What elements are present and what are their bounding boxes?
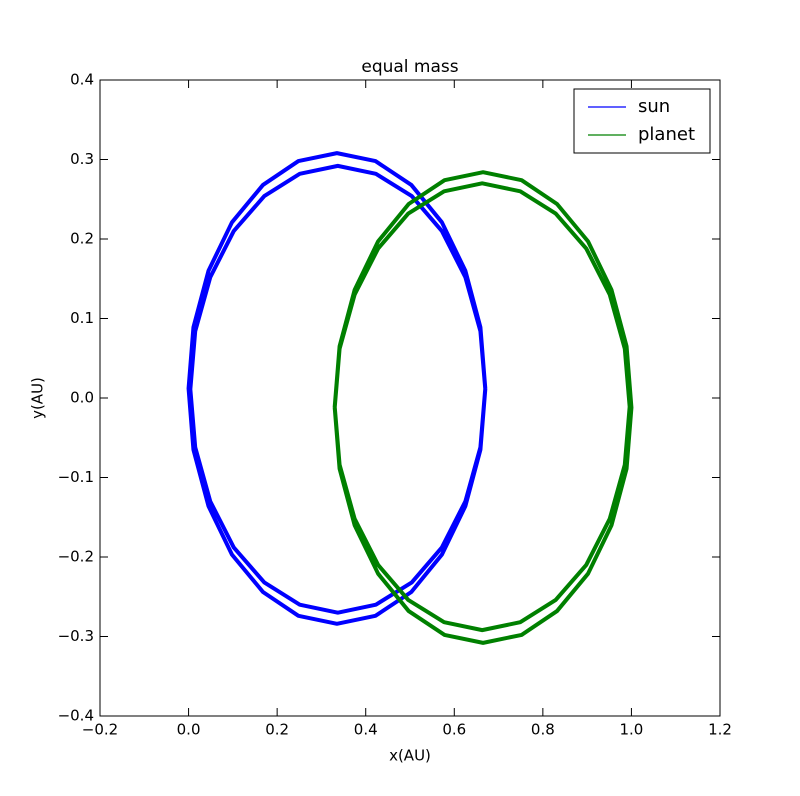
- x-tick-label: 0.4: [354, 721, 378, 739]
- y-tick-label: 0.3: [70, 150, 94, 168]
- legend-label: sun: [638, 96, 670, 117]
- y-axis-label: y(AU): [29, 377, 47, 419]
- y-tick-label: −0.3: [58, 627, 94, 645]
- chart-title: equal mass: [361, 57, 458, 77]
- x-axis-label: x(AU): [389, 747, 431, 765]
- y-tick-label: 0.2: [70, 230, 94, 248]
- y-tick-label: −0.1: [58, 468, 94, 486]
- y-tick-label: 0.4: [70, 71, 94, 89]
- x-tick-label: 1.0: [619, 721, 643, 739]
- x-tick-label: 0.2: [265, 721, 289, 739]
- x-tick-label: 0.8: [531, 721, 555, 739]
- x-tick-label: 0.0: [177, 721, 201, 739]
- x-tick-label: 1.2: [708, 721, 732, 739]
- orbit-line: [332, 170, 634, 645]
- y-tick-label: 0.1: [70, 309, 94, 327]
- y-tick-label: −0.4: [58, 707, 94, 725]
- orbit-line: [186, 151, 488, 626]
- y-tick-label: −0.2: [58, 548, 94, 566]
- legend-label: planet: [638, 124, 695, 145]
- x-tick-label: −0.2: [82, 721, 118, 739]
- y-tick-label: 0.0: [70, 389, 94, 407]
- x-tick-label: 0.6: [442, 721, 466, 739]
- legend-box: [573, 88, 711, 154]
